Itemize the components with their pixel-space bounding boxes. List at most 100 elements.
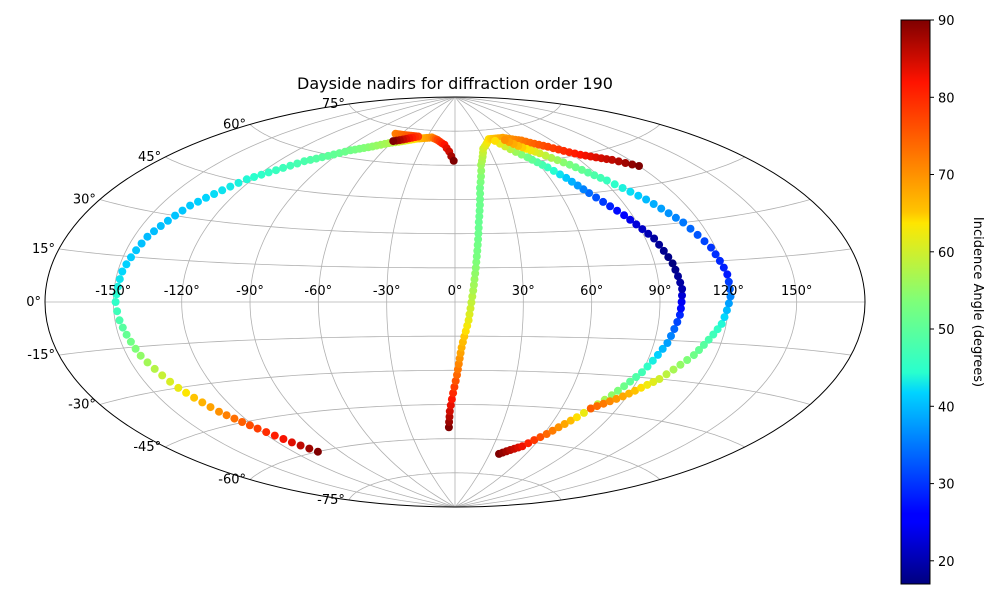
data-point xyxy=(621,159,630,167)
data-point xyxy=(599,197,608,206)
data-point xyxy=(549,166,558,175)
data-point xyxy=(466,304,475,313)
data-point xyxy=(699,340,708,349)
data-point xyxy=(270,431,279,440)
data-point xyxy=(686,224,695,233)
latitude-tick-label: -30° xyxy=(68,398,96,413)
parallel-line xyxy=(348,103,562,132)
data-point xyxy=(628,160,637,169)
data-point xyxy=(626,215,635,224)
data-point xyxy=(613,206,622,215)
data-point xyxy=(313,447,322,456)
data-point xyxy=(586,404,595,413)
data-point xyxy=(447,395,456,404)
data-point xyxy=(111,298,120,306)
data-point xyxy=(573,181,582,190)
longitude-tick-label: -30° xyxy=(373,284,401,299)
data-point xyxy=(632,373,641,381)
data-point xyxy=(293,159,302,168)
data-point xyxy=(112,290,121,299)
data-point xyxy=(675,310,684,319)
data-point xyxy=(655,375,664,383)
data-point xyxy=(279,435,288,443)
map-grid xyxy=(45,97,865,507)
parallel-line xyxy=(348,472,562,501)
latitude-tick-label: -75° xyxy=(317,493,345,508)
data-point xyxy=(599,399,608,408)
data-point xyxy=(724,299,733,308)
data-point xyxy=(115,275,124,284)
data-point xyxy=(474,235,483,244)
latitude-tick-label: -45° xyxy=(133,440,161,455)
data-point xyxy=(468,292,477,301)
data-point xyxy=(670,325,679,333)
data-point xyxy=(250,173,259,181)
data-point xyxy=(605,397,614,406)
data-point xyxy=(477,166,486,175)
latitude-tick-label: 0° xyxy=(26,295,41,310)
data-point xyxy=(634,191,643,200)
longitude-tick-label: -60° xyxy=(304,284,332,299)
data-point xyxy=(571,163,580,172)
longitude-tick-label: -150° xyxy=(95,284,131,299)
data-point xyxy=(635,162,643,170)
data-point xyxy=(113,282,122,291)
colorbar xyxy=(900,19,931,585)
data-point xyxy=(518,442,527,451)
data-point xyxy=(565,160,574,169)
data-point xyxy=(446,401,455,410)
data-point xyxy=(614,157,623,166)
data-point xyxy=(171,211,180,220)
data-point xyxy=(476,189,485,198)
data-point xyxy=(678,285,687,293)
data-point xyxy=(722,306,731,315)
data-point xyxy=(659,246,668,255)
data-point xyxy=(118,267,127,276)
data-point xyxy=(475,212,484,221)
data-point xyxy=(620,211,629,220)
data-point xyxy=(676,360,685,369)
data-point xyxy=(113,307,122,316)
data-point xyxy=(596,173,605,182)
data-point xyxy=(473,241,482,249)
longitude-tick-label: 0° xyxy=(448,284,463,299)
data-point xyxy=(560,420,569,428)
data-point xyxy=(655,240,664,249)
data-point xyxy=(715,256,724,265)
data-point xyxy=(536,433,545,442)
data-point xyxy=(296,441,305,450)
longitude-tick-label: 90° xyxy=(648,284,671,299)
data-point xyxy=(389,137,398,146)
longitude-tick-labels: -150° -120° -90° -60° -30° 0° 30° 60° 90° 120° 150… xyxy=(95,284,812,299)
data-point xyxy=(638,368,646,377)
data-point xyxy=(264,168,273,177)
data-point xyxy=(136,351,145,360)
data-point xyxy=(669,365,678,374)
map-boundary xyxy=(44,96,866,508)
data-point xyxy=(477,172,485,181)
data-point xyxy=(126,337,135,346)
data-point xyxy=(711,250,720,259)
data-point xyxy=(473,246,482,255)
data-point xyxy=(663,339,672,347)
data-point xyxy=(673,318,682,326)
data-point xyxy=(500,136,509,144)
data-point xyxy=(724,277,733,286)
data-point xyxy=(585,189,594,198)
data-point xyxy=(122,330,131,339)
latitude-tick-label: -60° xyxy=(218,473,246,488)
data-point xyxy=(491,136,500,145)
data-point xyxy=(638,225,647,234)
data-point xyxy=(668,259,677,268)
data-point xyxy=(118,323,127,332)
data-point xyxy=(678,291,686,300)
longitude-tick-label: 150° xyxy=(781,284,812,299)
data-point xyxy=(556,170,564,179)
data-point xyxy=(567,177,576,186)
parallel-line xyxy=(249,438,661,480)
data-point xyxy=(649,378,658,386)
data-point xyxy=(202,193,210,202)
data-point xyxy=(572,413,581,422)
parallel-line xyxy=(58,335,852,356)
data-point xyxy=(226,182,235,191)
